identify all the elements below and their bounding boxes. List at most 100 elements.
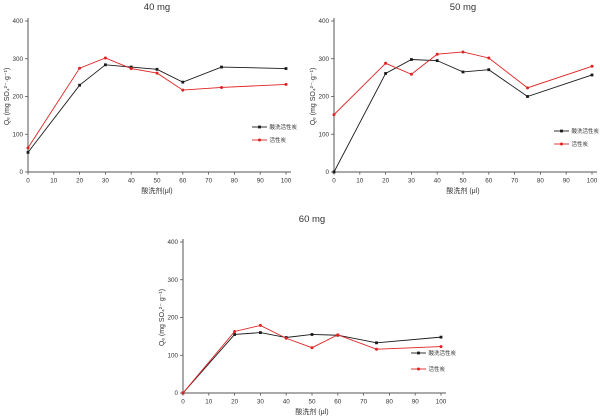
x-axis-label: 酸洗剂(μl): [141, 186, 172, 195]
data-point-marker: [461, 50, 465, 54]
x-tick-label: 80: [386, 399, 394, 406]
legend-label: 酸洗活性炭: [270, 123, 298, 131]
data-point-marker: [258, 323, 262, 327]
legend-marker: [417, 351, 420, 355]
data-point-marker: [26, 146, 30, 150]
legend-label: 活性炭: [429, 365, 446, 373]
x-tick-label: 70: [205, 178, 213, 185]
x-tick-label: 40: [434, 178, 442, 185]
data-point-marker: [181, 391, 185, 395]
x-tick-label: 10: [205, 399, 213, 406]
data-point-marker: [332, 113, 336, 117]
x-tick-label: 100: [587, 178, 598, 185]
chart-title: 60 mg: [299, 214, 325, 225]
y-axis-label: Qₑ (mg SO₄²⁻·g⁻¹): [4, 68, 11, 126]
legend-label: 酸洗活性炭: [429, 349, 457, 357]
data-point-marker: [375, 341, 378, 345]
y-tick-label: 400: [167, 239, 178, 246]
data-point-marker: [590, 64, 594, 68]
x-tick-label: 70: [360, 399, 368, 406]
data-point-marker: [409, 72, 413, 76]
legend-label: 活性炭: [270, 136, 287, 144]
series-line-2: [182, 324, 442, 394]
x-tick-label: 90: [412, 399, 420, 406]
data-point-marker: [284, 336, 288, 340]
data-point-marker: [220, 65, 223, 69]
y-tick-label: 200: [167, 315, 178, 322]
x-tick-label: 50: [459, 178, 467, 185]
data-point-marker: [439, 345, 443, 349]
y-tick-label: 0: [174, 390, 178, 397]
data-point-marker: [155, 71, 159, 75]
x-tick-label: 40: [283, 399, 291, 406]
y-tick-label: 300: [12, 56, 23, 63]
series-line-2: [27, 57, 287, 149]
x-tick-label: 100: [436, 399, 447, 406]
chart-40mg-canvas: 0 10 20 30 40 50 60 70 80 90 100 0 100 200 300 400 40 mg…: [4, 2, 298, 195]
data-point-marker: [233, 329, 237, 333]
chart-50mg-canvas: 0 10 20 30 40 50 60 70 80 90 100 0 100 200 300 400 50 mg…: [310, 2, 600, 195]
chart-40mg: 0 10 20 30 40 50 60 70 80 90 100 0 100 200 300 400 40 mg…: [0, 0, 300, 200]
data-point-marker: [310, 346, 314, 350]
data-point-marker: [384, 61, 388, 65]
x-tick-label: 30: [257, 399, 265, 406]
y-tick-label: 400: [12, 18, 23, 25]
data-point-marker: [155, 67, 159, 71]
y-tick-label: 200: [12, 94, 23, 101]
chart-title: 40 mg: [144, 2, 170, 13]
x-tick-label: 20: [231, 399, 239, 406]
x-tick-label: 10: [356, 178, 364, 185]
x-tick-label: 60: [485, 178, 493, 185]
y-tick-label: 200: [318, 94, 329, 101]
data-point-marker: [487, 56, 491, 60]
x-tick-label: 0: [332, 178, 336, 185]
data-point-marker: [461, 70, 465, 74]
series-line-1: [182, 332, 442, 394]
x-tick-label: 60: [334, 399, 342, 406]
x-tick-label: 80: [231, 178, 239, 185]
x-tick-label: 60: [179, 178, 187, 185]
legend-marker: [258, 125, 261, 129]
series-line-1: [27, 64, 287, 153]
y-tick-label: 100: [167, 352, 178, 359]
chart-50mg: 0 10 20 30 40 50 60 70 80 90 100 0 100 200 300 400 50 mg…: [300, 0, 600, 200]
data-point-marker: [526, 86, 529, 90]
legend-marker: [560, 129, 563, 133]
y-axis-label: Qₑ (mg SO₄²⁻ g⁻¹): [159, 289, 166, 346]
data-point-marker: [103, 56, 107, 60]
data-point-marker: [435, 52, 439, 56]
data-point-marker: [384, 72, 387, 75]
data-point-marker: [526, 95, 529, 98]
data-point-marker: [26, 150, 30, 154]
x-tick-label: 30: [408, 178, 416, 185]
x-axis-label: 酸洗剂 (μl): [295, 407, 328, 416]
legend-marker: [560, 142, 563, 146]
legend-label: 活性炭: [572, 140, 589, 148]
data-point-marker: [233, 333, 236, 336]
x-tick-label: 0: [26, 178, 30, 185]
data-point-marker: [375, 347, 378, 351]
data-point-marker: [259, 331, 262, 334]
data-point-marker: [410, 58, 413, 61]
x-tick-label: 10: [50, 178, 58, 185]
x-tick-label: 50: [153, 178, 161, 185]
x-tick-label: 70: [511, 178, 519, 185]
data-point-marker: [104, 63, 107, 67]
y-tick-label: 300: [318, 56, 329, 63]
chart-60mg: 0 10 20 30 40 50 60 70 80 90 100 0 100 200 300 400 60 mg…: [150, 210, 470, 418]
data-point-marker: [129, 67, 133, 71]
chart-title: 50 mg: [450, 2, 476, 13]
series-line-1: [333, 59, 593, 173]
data-point-marker: [310, 333, 314, 336]
series-line-2: [333, 51, 593, 115]
data-point-marker: [487, 68, 491, 72]
data-point-marker: [181, 80, 185, 84]
x-tick-label: 0: [181, 399, 185, 406]
legend-marker: [417, 367, 420, 371]
x-axis-label: 酸洗剂 (μl): [446, 186, 479, 195]
y-tick-label: 0: [19, 169, 23, 176]
data-point-marker: [181, 88, 185, 92]
x-tick-label: 80: [537, 178, 545, 185]
y-tick-label: 100: [318, 131, 329, 138]
